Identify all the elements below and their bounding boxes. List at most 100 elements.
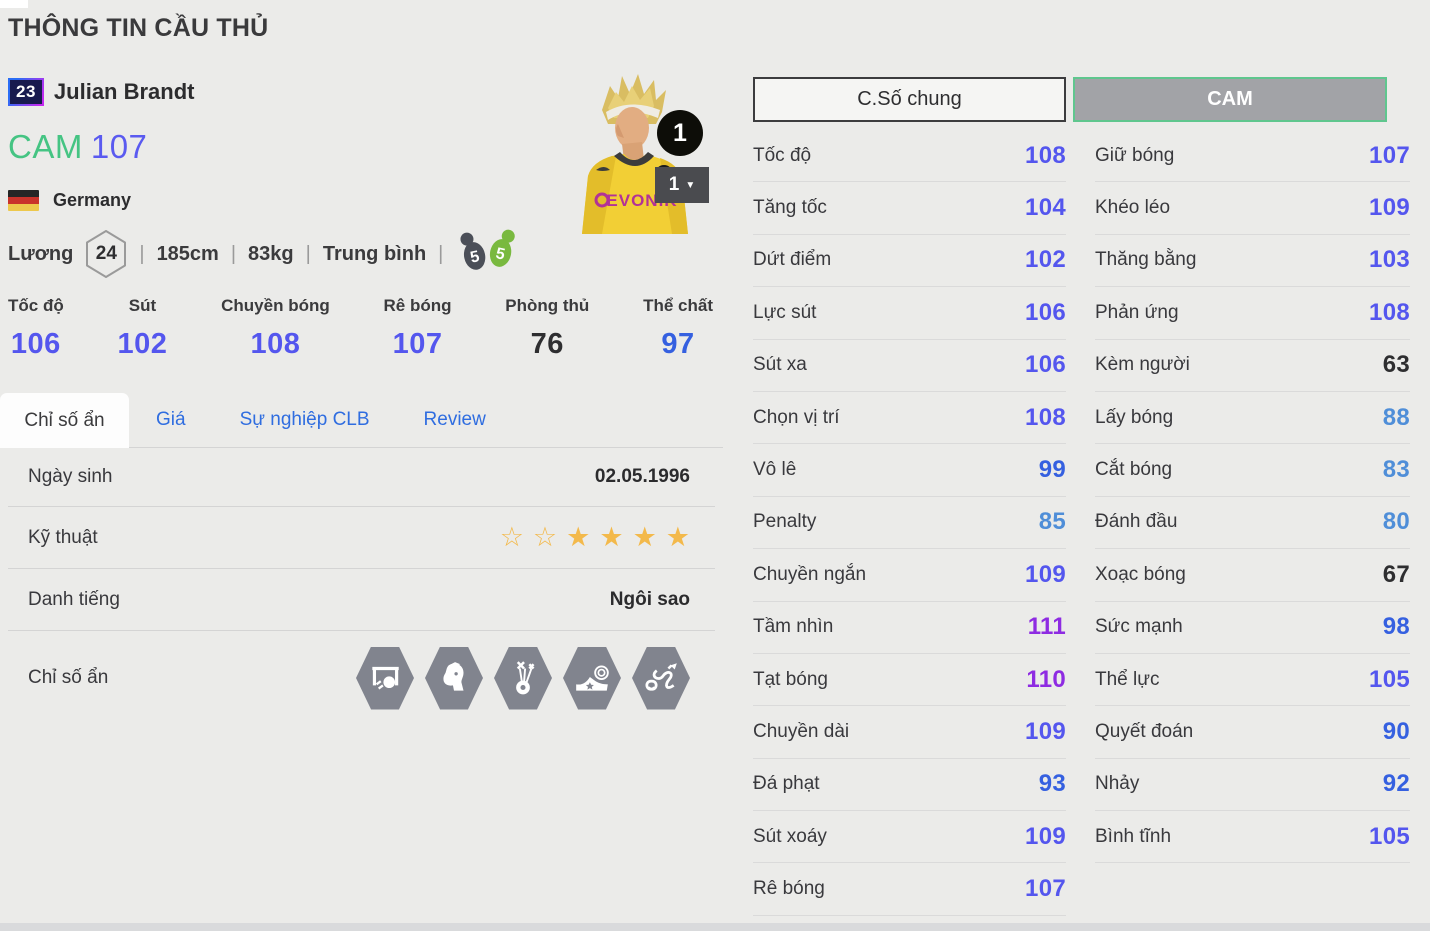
stat-row: Kèm người 63 — [1095, 340, 1410, 392]
stat-row: Khéo léo 109 — [1095, 182, 1410, 235]
nation-name: Germany — [53, 190, 132, 210]
stat-row: Penalty 85 — [753, 497, 1066, 550]
player-ovr: 107 — [90, 128, 148, 165]
stat-label: Tầm nhìn — [753, 616, 834, 638]
stat-label: Thể lực — [1095, 668, 1160, 690]
trickster-run-icon[interactable] — [632, 646, 690, 710]
bio-row: Lương 24 | 185cm | 83kg | Trung bình | 5… — [8, 228, 519, 280]
main-stat: Tốc độ 106 — [8, 296, 64, 361]
top-edge-strip — [0, 0, 28, 8]
goal-shot-icon[interactable] — [356, 646, 414, 710]
main-stat-value: 102 — [117, 328, 168, 360]
main-stat: Sút 102 — [117, 296, 167, 361]
hidden-info-table: Ngày sinh 02.05.1996 Kỹ thuật ☆ ☆ ★ ★ ★ ★ Dan… — [8, 448, 715, 725]
stat-column-left: Tốc độ 108 Tăng tốc 104 Dứt điểm 102 Lực sút 10… — [753, 130, 1066, 916]
main-stat-value: 76 — [530, 328, 564, 360]
player-weight: 83kg — [248, 242, 294, 265]
header-icon[interactable] — [425, 646, 483, 710]
stat-row: Tăng tốc 104 — [753, 182, 1066, 235]
skill-stars: ☆ ☆ ★ ★ ★ ★ — [500, 522, 690, 553]
stat-row: Tốc độ 108 — [753, 130, 1066, 183]
stat-row: Cắt bóng 83 — [1095, 444, 1410, 497]
stat-value: 109 — [1025, 717, 1066, 745]
main-stat: Phòng thủ 76 — [505, 296, 589, 361]
main-stat-value: 107 — [392, 328, 443, 360]
stat-label: Thăng bằng — [1095, 249, 1197, 271]
finesse-boot-icon[interactable] — [563, 646, 621, 710]
stat-value: 92 — [1382, 770, 1410, 798]
stat-label: Rê bóng — [753, 878, 825, 900]
stat-label: Chuyền dài — [753, 720, 850, 742]
stat-value: 105 — [1369, 822, 1410, 850]
star-filled-icon: ★ — [665, 522, 690, 552]
star-filled-icon: ★ — [599, 522, 624, 552]
detail-stats-panel: C.Số chung CAM Tốc độ 108 Tăng tốc 104 Dứt đ… — [753, 77, 1410, 916]
main-stat-label: Sút — [128, 296, 157, 315]
stat-value: 107 — [1025, 875, 1066, 903]
nation-row: Germany — [8, 190, 131, 211]
stat-row: Lấy bóng 88 — [1095, 392, 1410, 445]
stat-label: Penalty — [753, 511, 817, 533]
stat-value: 102 — [1025, 246, 1066, 274]
stat-value: 108 — [1025, 141, 1066, 169]
tab-2[interactable]: Giá — [156, 409, 186, 430]
stat-label: Xoạc bóng — [1095, 563, 1186, 585]
stat-row: Chọn vị trí 108 — [753, 392, 1066, 445]
stat-value: 110 — [1026, 665, 1066, 693]
stat-label: Sức mạnh — [1095, 616, 1183, 638]
level-badge: 1 — [657, 110, 703, 156]
tab-4[interactable]: Review — [423, 409, 486, 430]
stat-row: Sức mạnh 98 — [1095, 602, 1410, 654]
stat-value: 106 — [1025, 298, 1066, 326]
stat-row: Giữ bóng 107 — [1095, 130, 1410, 183]
player-name: Julian Brandt — [53, 79, 195, 104]
juggling-icon[interactable] — [494, 646, 552, 710]
stat-row: Chuyền ngắn 109 — [753, 549, 1066, 602]
stat-value: 103 — [1369, 246, 1410, 274]
stat-label: Kèm người — [1095, 354, 1190, 376]
stat-label: Khéo léo — [1095, 197, 1171, 219]
general-stats-button[interactable]: C.Số chung — [753, 77, 1066, 122]
stat-value: 109 — [1025, 822, 1066, 850]
salary-badge: 24 — [85, 230, 127, 278]
stat-label: Tạt bóng — [753, 668, 828, 690]
stat-row: Xoạc bóng 67 — [1095, 549, 1410, 602]
stat-label: Chọn vị trí — [753, 406, 840, 428]
player-summary-section: 23 Julian Brandt CAM 107 Germany Lương 24… — [0, 70, 723, 922]
main-stat-label: Thể chất — [643, 296, 713, 315]
stat-value: 83 — [1382, 456, 1410, 484]
stat-row: Rê bóng 107 — [753, 863, 1066, 916]
stat-label: Đá phạt — [753, 773, 820, 795]
svg-text:5: 5 — [469, 248, 481, 266]
player-height: 185cm — [156, 242, 219, 265]
stat-value: 109 — [1025, 560, 1066, 588]
stat-value: 104 — [1025, 194, 1066, 222]
tab-3[interactable]: Sự nghiệp CLB — [239, 409, 370, 430]
stat-row: Vô lê 99 — [753, 444, 1066, 497]
stat-row: Sút xoáy 109 — [753, 811, 1066, 864]
stat-row: Tạt bóng 110 — [753, 654, 1066, 707]
stat-label: Lực sút — [753, 301, 817, 323]
stat-value: 80 — [1382, 508, 1410, 536]
stat-label: Tăng tốc — [753, 197, 827, 219]
stat-row: Đánh đầu 80 — [1095, 497, 1410, 550]
stat-label: Phản ứng — [1095, 301, 1179, 323]
main-stat: Rê bóng 107 — [384, 296, 452, 361]
salary-label: Lương — [8, 242, 74, 265]
stat-label: Giữ bóng — [1095, 144, 1175, 166]
foot-rating-icons: 5 5 — [457, 227, 519, 281]
cam-stats-button[interactable]: CAM — [1073, 77, 1387, 122]
tab-bar: Chỉ số ẩn Giá Sự nghiệp CLB Review — [0, 393, 723, 448]
stat-label: Sút xoáy — [753, 825, 827, 847]
player-photo: EVONIK — [530, 72, 730, 234]
stat-row: Thể lực 105 — [1095, 654, 1410, 707]
weak-foot-icon: 5 — [460, 232, 486, 270]
skill-label: Kỹ thuật — [28, 526, 98, 548]
level-select-dropdown[interactable]: 1 ▼ — [655, 167, 709, 203]
tab-1[interactable]: Chỉ số ẩn — [0, 393, 129, 448]
stat-value: 107 — [1369, 141, 1410, 169]
hidden-traits-label: Chỉ số ẩn — [28, 667, 109, 688]
main-stat-value: 106 — [10, 328, 61, 360]
main-stat: Thể chất 97 — [643, 296, 713, 361]
birth-value: 02.05.1996 — [594, 466, 690, 487]
